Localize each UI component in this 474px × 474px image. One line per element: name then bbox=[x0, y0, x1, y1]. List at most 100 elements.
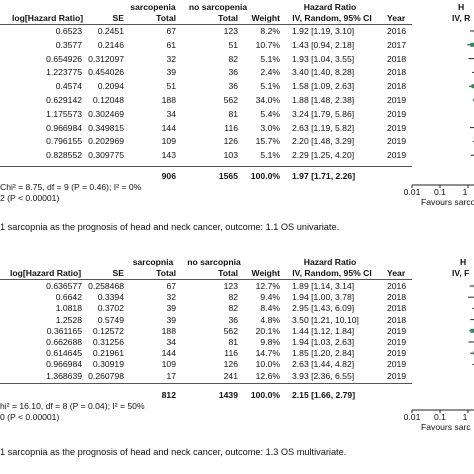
loghr-column-header: log[Hazard Ratio] bbox=[12, 13, 84, 23]
cell-year: 2019 bbox=[387, 150, 407, 161]
total2-sum: 1565 bbox=[218, 171, 238, 181]
cell-year: 2019 bbox=[387, 348, 407, 359]
cell-loghr: 0.636577 bbox=[46, 281, 82, 291]
cell-total1: 17 bbox=[166, 370, 176, 381]
overall-effect-text: 2 (P < 0.00001) bbox=[0, 193, 60, 203]
cell-weight: 8.4% bbox=[260, 303, 280, 314]
heterogeneity-text: hi² = 16.10, df = 8 (P = 0.04); I² = 50% bbox=[0, 401, 145, 411]
cell-se: 0.202969 bbox=[88, 136, 124, 147]
study-point-estimate bbox=[470, 328, 474, 333]
total1-sum: 812 bbox=[161, 390, 176, 400]
cell-weight: 10.0% bbox=[255, 359, 280, 370]
figure-caption: 1 sarcopnia as the prognosis of head and… bbox=[0, 222, 340, 232]
cell-se: 0.312097 bbox=[88, 53, 124, 64]
cell-total2: 241 bbox=[223, 370, 238, 381]
cell-total1: 32 bbox=[166, 292, 176, 303]
cell-loghr: 0.3577 bbox=[55, 39, 82, 50]
total-rule bbox=[0, 166, 412, 167]
cell-loghr: 0.4574 bbox=[55, 81, 82, 92]
cell-se: 0.309775 bbox=[88, 150, 124, 161]
cell-total1: 34 bbox=[166, 337, 176, 347]
axis-tick-label: 0.01 bbox=[403, 187, 421, 197]
cell-year: 2016 bbox=[387, 281, 407, 291]
cell-total1: 109 bbox=[161, 136, 176, 147]
year-column-header: Year bbox=[387, 13, 406, 23]
cell-year: 2019 bbox=[387, 370, 407, 381]
cell-hr: 1.89 [1.14, 3.14] bbox=[292, 281, 355, 291]
cell-total1: 32 bbox=[166, 53, 176, 64]
total2-sum: 1439 bbox=[218, 390, 238, 400]
cell-total2: 81 bbox=[228, 337, 238, 347]
cell-se: 0.3394 bbox=[97, 292, 124, 303]
cell-loghr: 1.175573 bbox=[46, 108, 82, 119]
pooled-hazard-ratio: 1.97 [1.71, 2.26] bbox=[292, 171, 356, 181]
cell-year: 2016 bbox=[387, 26, 407, 36]
ci-right-header: IV, F bbox=[452, 268, 470, 278]
cell-weight: 5.1% bbox=[260, 81, 280, 92]
cell-weight: 5.1% bbox=[260, 53, 280, 64]
cell-total2: 103 bbox=[223, 150, 238, 161]
cell-total2: 82 bbox=[228, 53, 238, 64]
axis-tick-label: 1 bbox=[462, 187, 468, 197]
cell-weight: 5.4% bbox=[260, 108, 280, 119]
cell-se: 0.3702 bbox=[97, 303, 124, 314]
cell-total1: 51 bbox=[166, 81, 176, 92]
ci-column-header: IV, Random, 95% CI bbox=[292, 268, 372, 278]
cell-hr: 1.88 [1.48, 2.38] bbox=[292, 95, 355, 105]
cell-se: 0.2146 bbox=[97, 39, 124, 50]
cell-weight: 9.8% bbox=[260, 337, 280, 347]
se-column-header: SE bbox=[112, 268, 124, 278]
group1-header: sarcopnia bbox=[132, 257, 174, 267]
cell-loghr: 1.0818 bbox=[55, 303, 82, 314]
figure-caption: 1 sarcopnia as the prognosis of head and… bbox=[0, 447, 347, 457]
cell-loghr: 0.614645 bbox=[46, 348, 82, 359]
group2-header: no sarcopenia bbox=[188, 2, 248, 12]
total1-column-header: Total bbox=[156, 268, 176, 278]
weight-sum: 100.0% bbox=[250, 390, 280, 400]
study-point-estimate bbox=[471, 84, 474, 89]
cell-weight: 4.8% bbox=[260, 314, 280, 325]
cell-se: 0.2451 bbox=[97, 26, 124, 36]
cell-se: 0.302469 bbox=[88, 108, 124, 119]
cell-loghr: 0.662688 bbox=[46, 337, 82, 347]
forest-plot-graphic bbox=[411, 284, 474, 413]
cell-total1: 61 bbox=[166, 39, 176, 50]
cell-year: 2019 bbox=[387, 359, 407, 370]
cell-hr: 1.44 [1.12, 1.84] bbox=[292, 325, 355, 336]
cell-weight: 20.1% bbox=[255, 325, 280, 336]
cell-year: 2018 bbox=[387, 303, 407, 314]
cell-total1: 67 bbox=[166, 281, 176, 291]
group1-header: sarcopenia bbox=[130, 2, 176, 12]
group2-header: no sarcopnia bbox=[187, 257, 241, 267]
hazard-ratio-right-header: H bbox=[458, 2, 465, 12]
cell-total2: 126 bbox=[223, 359, 238, 370]
forest-plot-panel-multivariate: sarcopnia no sarcopnia Hazard Ratio H lo… bbox=[0, 237, 474, 474]
study-point-estimate bbox=[470, 42, 474, 47]
cell-loghr: 0.361165 bbox=[46, 325, 82, 336]
cell-total2: 562 bbox=[223, 95, 238, 105]
cell-weight: 10.7% bbox=[255, 39, 280, 50]
cell-hr: 3.50 [1.21, 10.10] bbox=[292, 314, 359, 325]
cell-total2: 82 bbox=[228, 303, 238, 314]
total1-column-header: Total bbox=[156, 13, 176, 23]
cell-loghr: 0.966984 bbox=[46, 359, 82, 370]
cell-se: 0.12572 bbox=[92, 325, 124, 336]
total1-sum: 906 bbox=[161, 171, 176, 181]
cell-weight: 3.0% bbox=[260, 122, 280, 133]
cell-weight: 5.1% bbox=[260, 150, 280, 161]
header-rule bbox=[0, 279, 412, 280]
cell-loghr: 1.223775 bbox=[46, 67, 82, 78]
se-column-header: SE bbox=[112, 13, 124, 23]
cell-hr: 2.29 [1.25, 4.20] bbox=[292, 150, 355, 161]
cell-total2: 123 bbox=[223, 281, 238, 291]
cell-hr: 3.24 [1.79, 5.86] bbox=[292, 108, 355, 119]
cell-se: 0.21961 bbox=[92, 348, 124, 359]
cell-loghr: 0.6642 bbox=[55, 292, 82, 303]
cell-se: 0.30919 bbox=[92, 359, 124, 370]
axis-tick-label: 0.01 bbox=[403, 412, 421, 422]
cell-loghr: 0.629142 bbox=[46, 95, 82, 105]
cell-hr: 2.95 [1.43, 6.09] bbox=[292, 303, 355, 314]
cell-hr: 1.92 [1.19, 3.10] bbox=[292, 26, 355, 36]
heterogeneity-text: Chi² = 8.75, df = 9 (P = 0.46); I² = 0% bbox=[0, 182, 142, 192]
cell-year: 2019 bbox=[387, 325, 407, 336]
